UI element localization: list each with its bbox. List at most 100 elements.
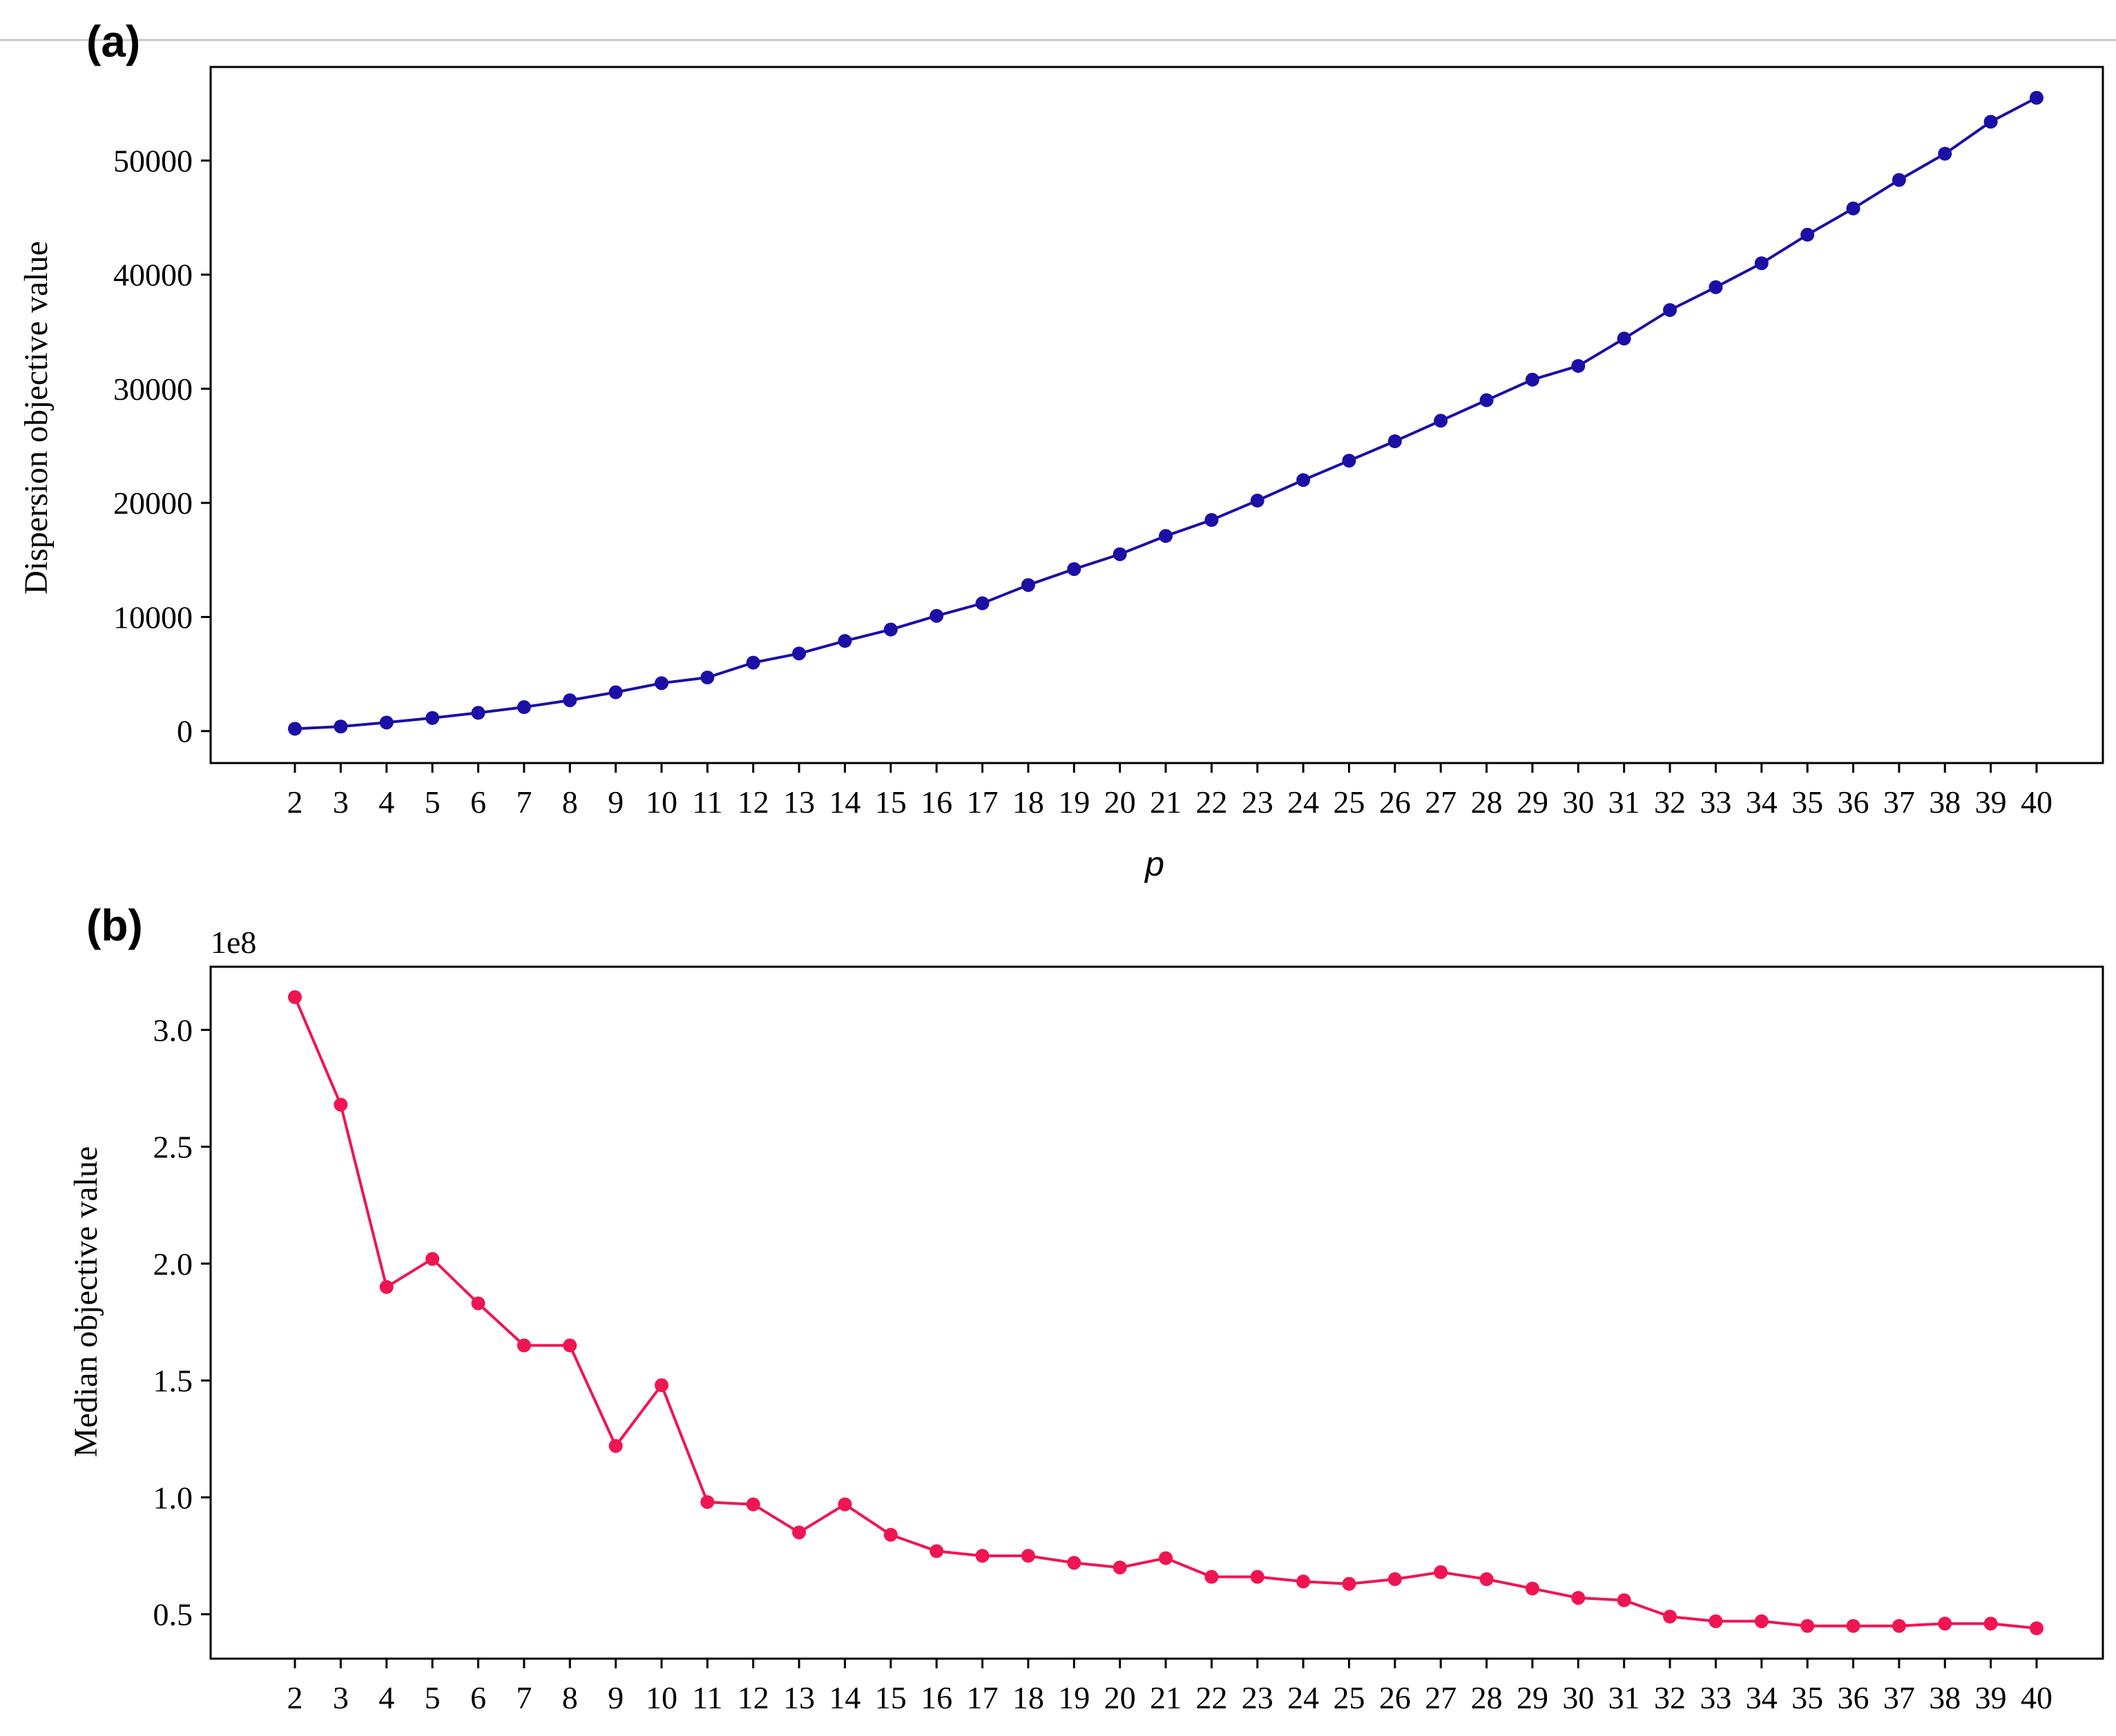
panel-b-point xyxy=(975,1549,990,1563)
panel-a-point xyxy=(792,646,807,661)
panel-a-point xyxy=(517,700,531,715)
panel-a-xtick-label: 19 xyxy=(1058,784,1090,820)
panel-a-point xyxy=(334,720,348,734)
panel-a-point xyxy=(1938,146,1952,161)
panel-b-xtick-label: 26 xyxy=(1379,1680,1411,1715)
panel-b-xtick-label: 37 xyxy=(1883,1680,1915,1715)
panel-b-point xyxy=(1250,1570,1264,1584)
panel-b-xtick-label: 16 xyxy=(921,1680,952,1715)
panel-b-point xyxy=(1938,1617,1952,1631)
panel-b-xtick-label: 24 xyxy=(1287,1680,1319,1715)
panel-b-point xyxy=(471,1296,485,1311)
panel-b-point xyxy=(1434,1565,1448,1579)
panel-a-point xyxy=(975,596,990,610)
panel-a-point xyxy=(1159,529,1173,543)
panel-b-offset-text: 1e8 xyxy=(211,925,256,960)
panel-a-point xyxy=(1709,280,1723,294)
panel-a-xtick-label: 30 xyxy=(1562,784,1594,820)
panel-b-point xyxy=(2030,1621,2043,1635)
panel-b-xtick-label: 36 xyxy=(1838,1680,1869,1715)
panel-b-point xyxy=(1846,1619,1860,1633)
panel-b-point xyxy=(1800,1619,1815,1633)
panel-a-xtick-label: 21 xyxy=(1150,784,1182,820)
panel-a-point xyxy=(746,655,760,670)
panel-a-xtick-label: 36 xyxy=(1838,784,1869,820)
panel-a-xtick-label: 13 xyxy=(783,784,815,820)
panel-a-ytick-label: 50000 xyxy=(113,144,193,179)
panel-b-point xyxy=(1892,1619,1906,1633)
panel-b-point xyxy=(563,1338,577,1353)
panel-a-point xyxy=(1296,473,1311,488)
panel-a-series-line xyxy=(294,96,2037,731)
panel-b-xtick-label: 38 xyxy=(1929,1680,1961,1715)
panel-a-point xyxy=(608,685,623,700)
panel-b-point xyxy=(1617,1593,1631,1608)
panel-a-ytick-label: 20000 xyxy=(113,485,193,521)
panel-a-frame xyxy=(209,66,2104,764)
panel-a-point xyxy=(1342,454,1356,468)
panel-a-point xyxy=(1617,331,1631,346)
panel-a-xtick-label: 9 xyxy=(608,784,624,820)
panel-b-point xyxy=(1983,1617,1998,1631)
panel-b-xtick-label: 27 xyxy=(1425,1680,1456,1715)
panel-a-xtick-label: 16 xyxy=(921,784,952,820)
panel-a-xtick-label: 18 xyxy=(1012,784,1044,820)
panel-b-xtick-label: 34 xyxy=(1746,1680,1778,1715)
panel-b-xtick-label: 30 xyxy=(1562,1680,1594,1715)
panel-b-xtick-label: 22 xyxy=(1195,1680,1227,1715)
panel-a-point xyxy=(1250,493,1264,508)
panel-a-label: (a) xyxy=(86,17,140,66)
panel-b-ytick-label: 3.0 xyxy=(153,1012,193,1048)
panel-b-xtick-label: 15 xyxy=(875,1680,907,1715)
panel-a-xtick-label: 39 xyxy=(1975,784,2007,820)
panel-a-ytick-label: 10000 xyxy=(113,599,193,635)
panel-b-xtick-label: 17 xyxy=(967,1680,999,1715)
panel-a-point xyxy=(838,634,852,648)
panel-b-ytick-label: 1.0 xyxy=(153,1480,193,1515)
panel-a-xtick-label: 35 xyxy=(1791,784,1823,820)
panel-b-xtick-label: 31 xyxy=(1608,1680,1640,1715)
panel-a-point xyxy=(1983,115,1998,129)
panel-b-xtick-label: 4 xyxy=(378,1680,394,1715)
panel-a-point xyxy=(1800,227,1815,242)
panel-b-xtick-label: 21 xyxy=(1150,1680,1182,1715)
panel-a-xtick-label: 31 xyxy=(1608,784,1640,820)
panel-b-xtick-label: 18 xyxy=(1012,1680,1044,1715)
panel-a-xtick-label: 27 xyxy=(1425,784,1456,820)
panel-b-point xyxy=(700,1495,715,1510)
panel-b-point xyxy=(379,1280,394,1294)
panel-b-ytick-label: 2.0 xyxy=(153,1246,193,1282)
panel-b-point xyxy=(792,1525,807,1540)
panel-b-point xyxy=(1709,1614,1723,1628)
panel-a-xtick-label: 12 xyxy=(738,784,769,820)
panel-b-xtick-label: 7 xyxy=(516,1680,532,1715)
panel-a-xtick-label: 14 xyxy=(829,784,860,820)
panel-b-point xyxy=(746,1497,760,1512)
panel-a-xtick-label: 6 xyxy=(470,784,486,820)
panel-a-ylabel: Dispersion objective value xyxy=(18,241,55,595)
panel-a-xtick-label: 2 xyxy=(287,784,303,820)
panel-a-point xyxy=(1754,256,1769,271)
panel-a-point xyxy=(425,711,440,725)
panel-b-point xyxy=(838,1497,852,1512)
panel-a-point xyxy=(1204,513,1219,528)
panel-b-point xyxy=(883,1527,898,1542)
panel-a-point xyxy=(1571,358,1586,373)
panel-b-ytick-label: 0.5 xyxy=(153,1597,193,1632)
panel-a-point xyxy=(1434,414,1448,428)
panel-b-xtick-label: 25 xyxy=(1333,1680,1365,1715)
panel-a-ytick-label: 0 xyxy=(177,714,193,749)
panel-b-xtick-label: 14 xyxy=(829,1680,860,1715)
panel-b-point xyxy=(1113,1560,1127,1574)
panel-b-xtick-label: 39 xyxy=(1975,1680,2007,1715)
panel-b-point xyxy=(608,1438,623,1453)
panel-b-point xyxy=(1525,1581,1539,1596)
panel-a-xtick-label: 29 xyxy=(1517,784,1548,820)
panel-a-xtick-label: 4 xyxy=(378,784,394,820)
panel-a-point xyxy=(1067,562,1081,577)
panel-a-xtick-label: 40 xyxy=(2021,784,2052,820)
panel-a-point xyxy=(1846,201,1860,215)
